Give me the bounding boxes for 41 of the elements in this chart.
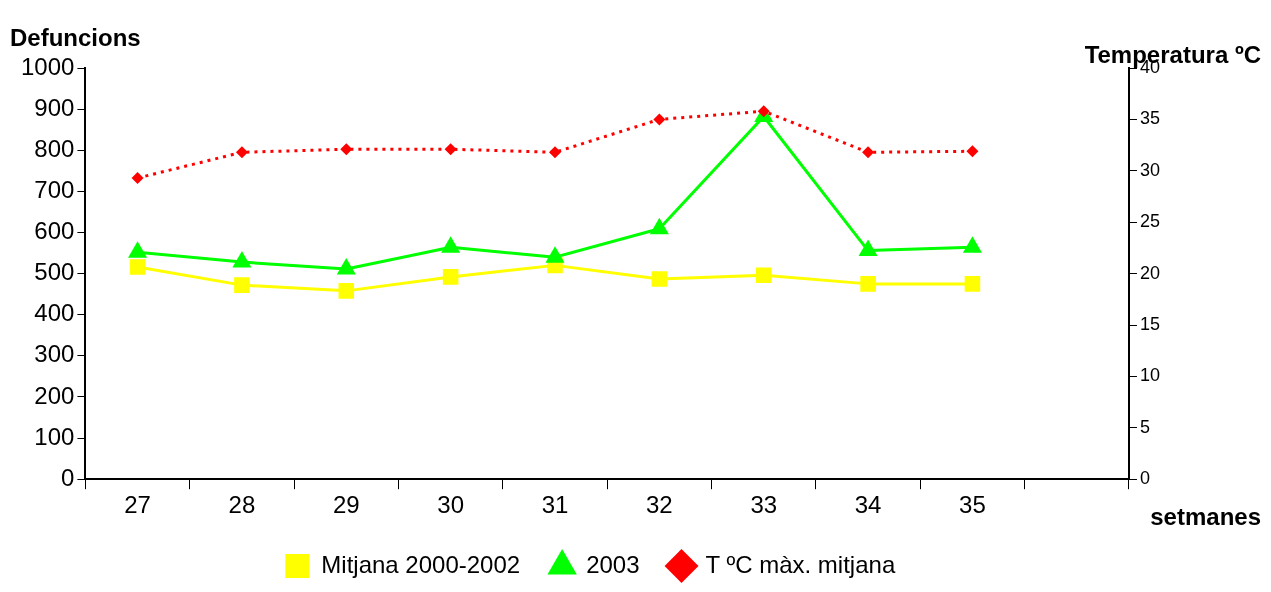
y2-tick-label: 25 [1139, 211, 1161, 232]
y-tick-label: 0 [61, 463, 75, 491]
y-tick-label: 200 [34, 381, 75, 409]
y-tick-label: 800 [34, 134, 75, 162]
y-tick-label: 100 [34, 422, 75, 450]
x-tick-label: 33 [750, 491, 778, 519]
x-tick-label: 31 [541, 491, 569, 519]
y2-tick-label: 20 [1139, 262, 1161, 283]
y-tick-label: 600 [34, 217, 75, 245]
y2-tick-label: 15 [1139, 313, 1161, 334]
point [340, 143, 353, 156]
y2-tick-label: 5 [1139, 416, 1150, 437]
x-tick-label: 30 [437, 491, 464, 519]
x-tick-label: 29 [332, 491, 360, 519]
x-tick-label: 32 [646, 491, 673, 519]
y2-tick-label: 35 [1139, 108, 1161, 129]
x-axis-title: setmanes [1150, 503, 1261, 531]
y2-tick-label: 10 [1139, 365, 1161, 386]
x-tick-label: 34 [854, 491, 882, 519]
point [862, 146, 875, 159]
point [966, 145, 979, 158]
y-tick-label: 900 [34, 93, 75, 121]
x-tick-label: 35 [959, 491, 986, 519]
y2-tick-label: 0 [1139, 468, 1150, 489]
y-axis-title: Defuncions [10, 24, 141, 51]
point [235, 146, 248, 159]
y-tick-label: 500 [34, 258, 75, 286]
point [444, 143, 457, 156]
y2-tick-label: 30 [1139, 159, 1161, 180]
point [549, 146, 562, 159]
legend-label: Mitjana 2000-2002 [321, 550, 521, 578]
x-tick-label: 28 [228, 491, 256, 519]
y-tick-label: 400 [34, 299, 75, 327]
point [653, 113, 666, 126]
x-tick-label: 27 [124, 491, 151, 519]
point [131, 172, 144, 184]
legend-label: 2003 [586, 550, 640, 578]
y-tick-label: 300 [34, 340, 75, 368]
y-tick-label: 1000 [21, 52, 75, 80]
y-tick-label: 700 [34, 175, 75, 203]
legend-label: T ºC màx. mitjana [705, 550, 896, 578]
